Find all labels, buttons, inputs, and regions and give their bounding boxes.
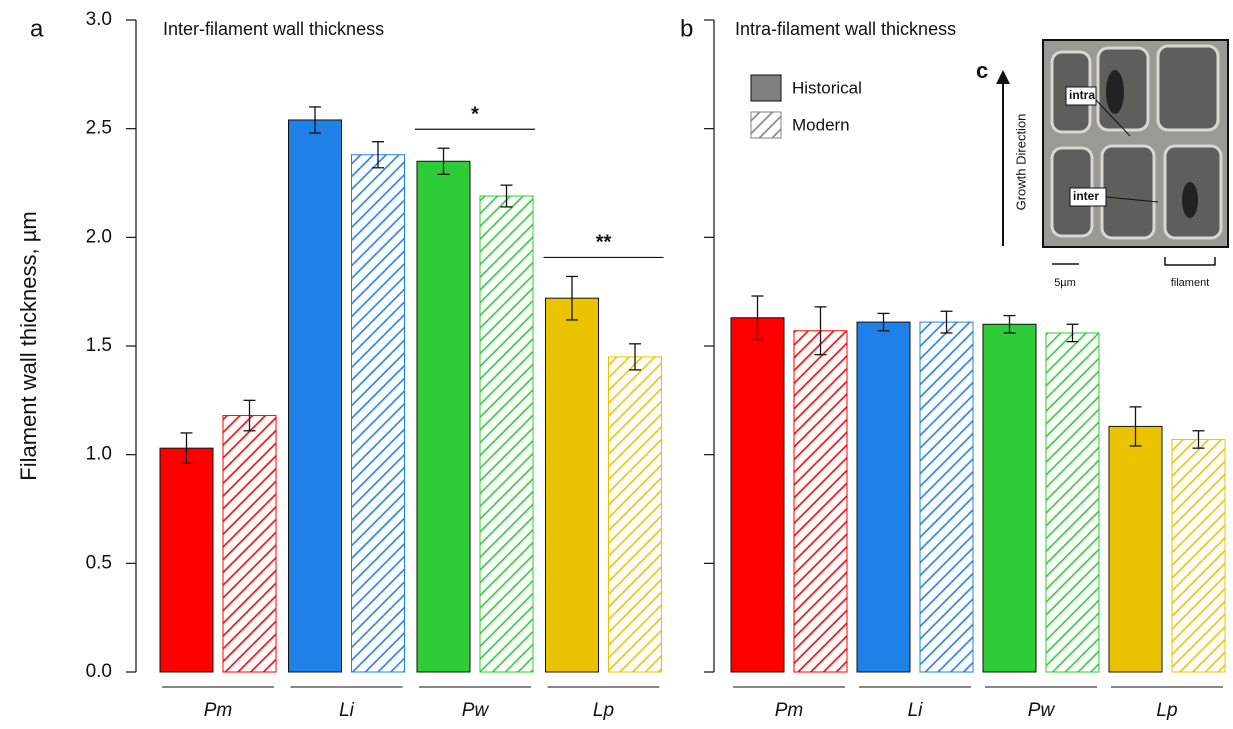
legend-label: Modern: [792, 115, 850, 134]
y-tick-label: 3.0: [86, 9, 112, 30]
sem-cell: [1102, 146, 1154, 238]
significance-label: *: [471, 104, 479, 126]
bar: [480, 196, 533, 672]
x-tick-label: Pm: [775, 700, 804, 721]
chart: 0.0 0.5 1.0 1.5 2.0 2.5 3.0 a Inter-filament wal…: [0, 0, 1233, 729]
x-tick-label: Li: [908, 700, 924, 721]
panel-title: Intra-filament wall thickness: [735, 19, 956, 39]
bar: [352, 155, 405, 672]
bar: [289, 120, 342, 672]
bar: [920, 322, 973, 672]
sem-cell: [1158, 46, 1218, 130]
legend-swatch: [751, 75, 781, 101]
bar: [857, 322, 910, 672]
panel-title: Inter-filament wall thickness: [163, 19, 384, 39]
inset-label: c: [976, 58, 988, 83]
sem-pore: [1106, 70, 1124, 114]
x-tick-label: Lp: [1156, 700, 1177, 721]
bar: [546, 298, 599, 672]
filament-bracket: [1165, 257, 1215, 265]
bar: [731, 318, 784, 672]
x-tick-label: Li: [339, 700, 355, 721]
bar: [1109, 426, 1162, 672]
y-tick-label: 2.5: [86, 118, 112, 139]
scale-bar-label: 5µm: [1054, 277, 1076, 289]
y-tick-label: 1.0: [86, 444, 112, 465]
bar: [609, 357, 662, 672]
inset-axis-label: Growth Direction: [1013, 114, 1028, 211]
bar: [160, 448, 213, 672]
x-tick-label: Pm: [204, 700, 233, 721]
y-tick-label: 1.5: [86, 335, 112, 356]
x-tick-label: Lp: [593, 700, 614, 721]
y-axis-label: Filament wall thickness, µm: [16, 211, 41, 480]
inset-tag-label: intra: [1069, 88, 1095, 102]
bar: [1046, 333, 1099, 672]
x-tick-label: Pw: [462, 700, 490, 721]
sem-pore: [1182, 182, 1198, 218]
bar: [417, 161, 470, 672]
y-tick-label: 2.0: [86, 226, 112, 247]
bar: [983, 324, 1036, 672]
arrow-head: [996, 70, 1010, 84]
legend-label: Historical: [792, 78, 862, 97]
y-tick-label: 0.0: [86, 661, 112, 682]
bracket-label: filament: [1171, 277, 1210, 289]
x-tick-label: Pw: [1028, 700, 1056, 721]
y-tick-label: 0.5: [86, 552, 112, 573]
panel-label: b: [680, 15, 693, 42]
bar: [1172, 439, 1225, 672]
legend-swatch: [751, 112, 781, 138]
bar: [223, 416, 276, 672]
bar: [794, 331, 847, 672]
significance-label: **: [596, 232, 612, 254]
inset-tag-label: inter: [1073, 189, 1099, 203]
panel-label: a: [30, 15, 44, 42]
